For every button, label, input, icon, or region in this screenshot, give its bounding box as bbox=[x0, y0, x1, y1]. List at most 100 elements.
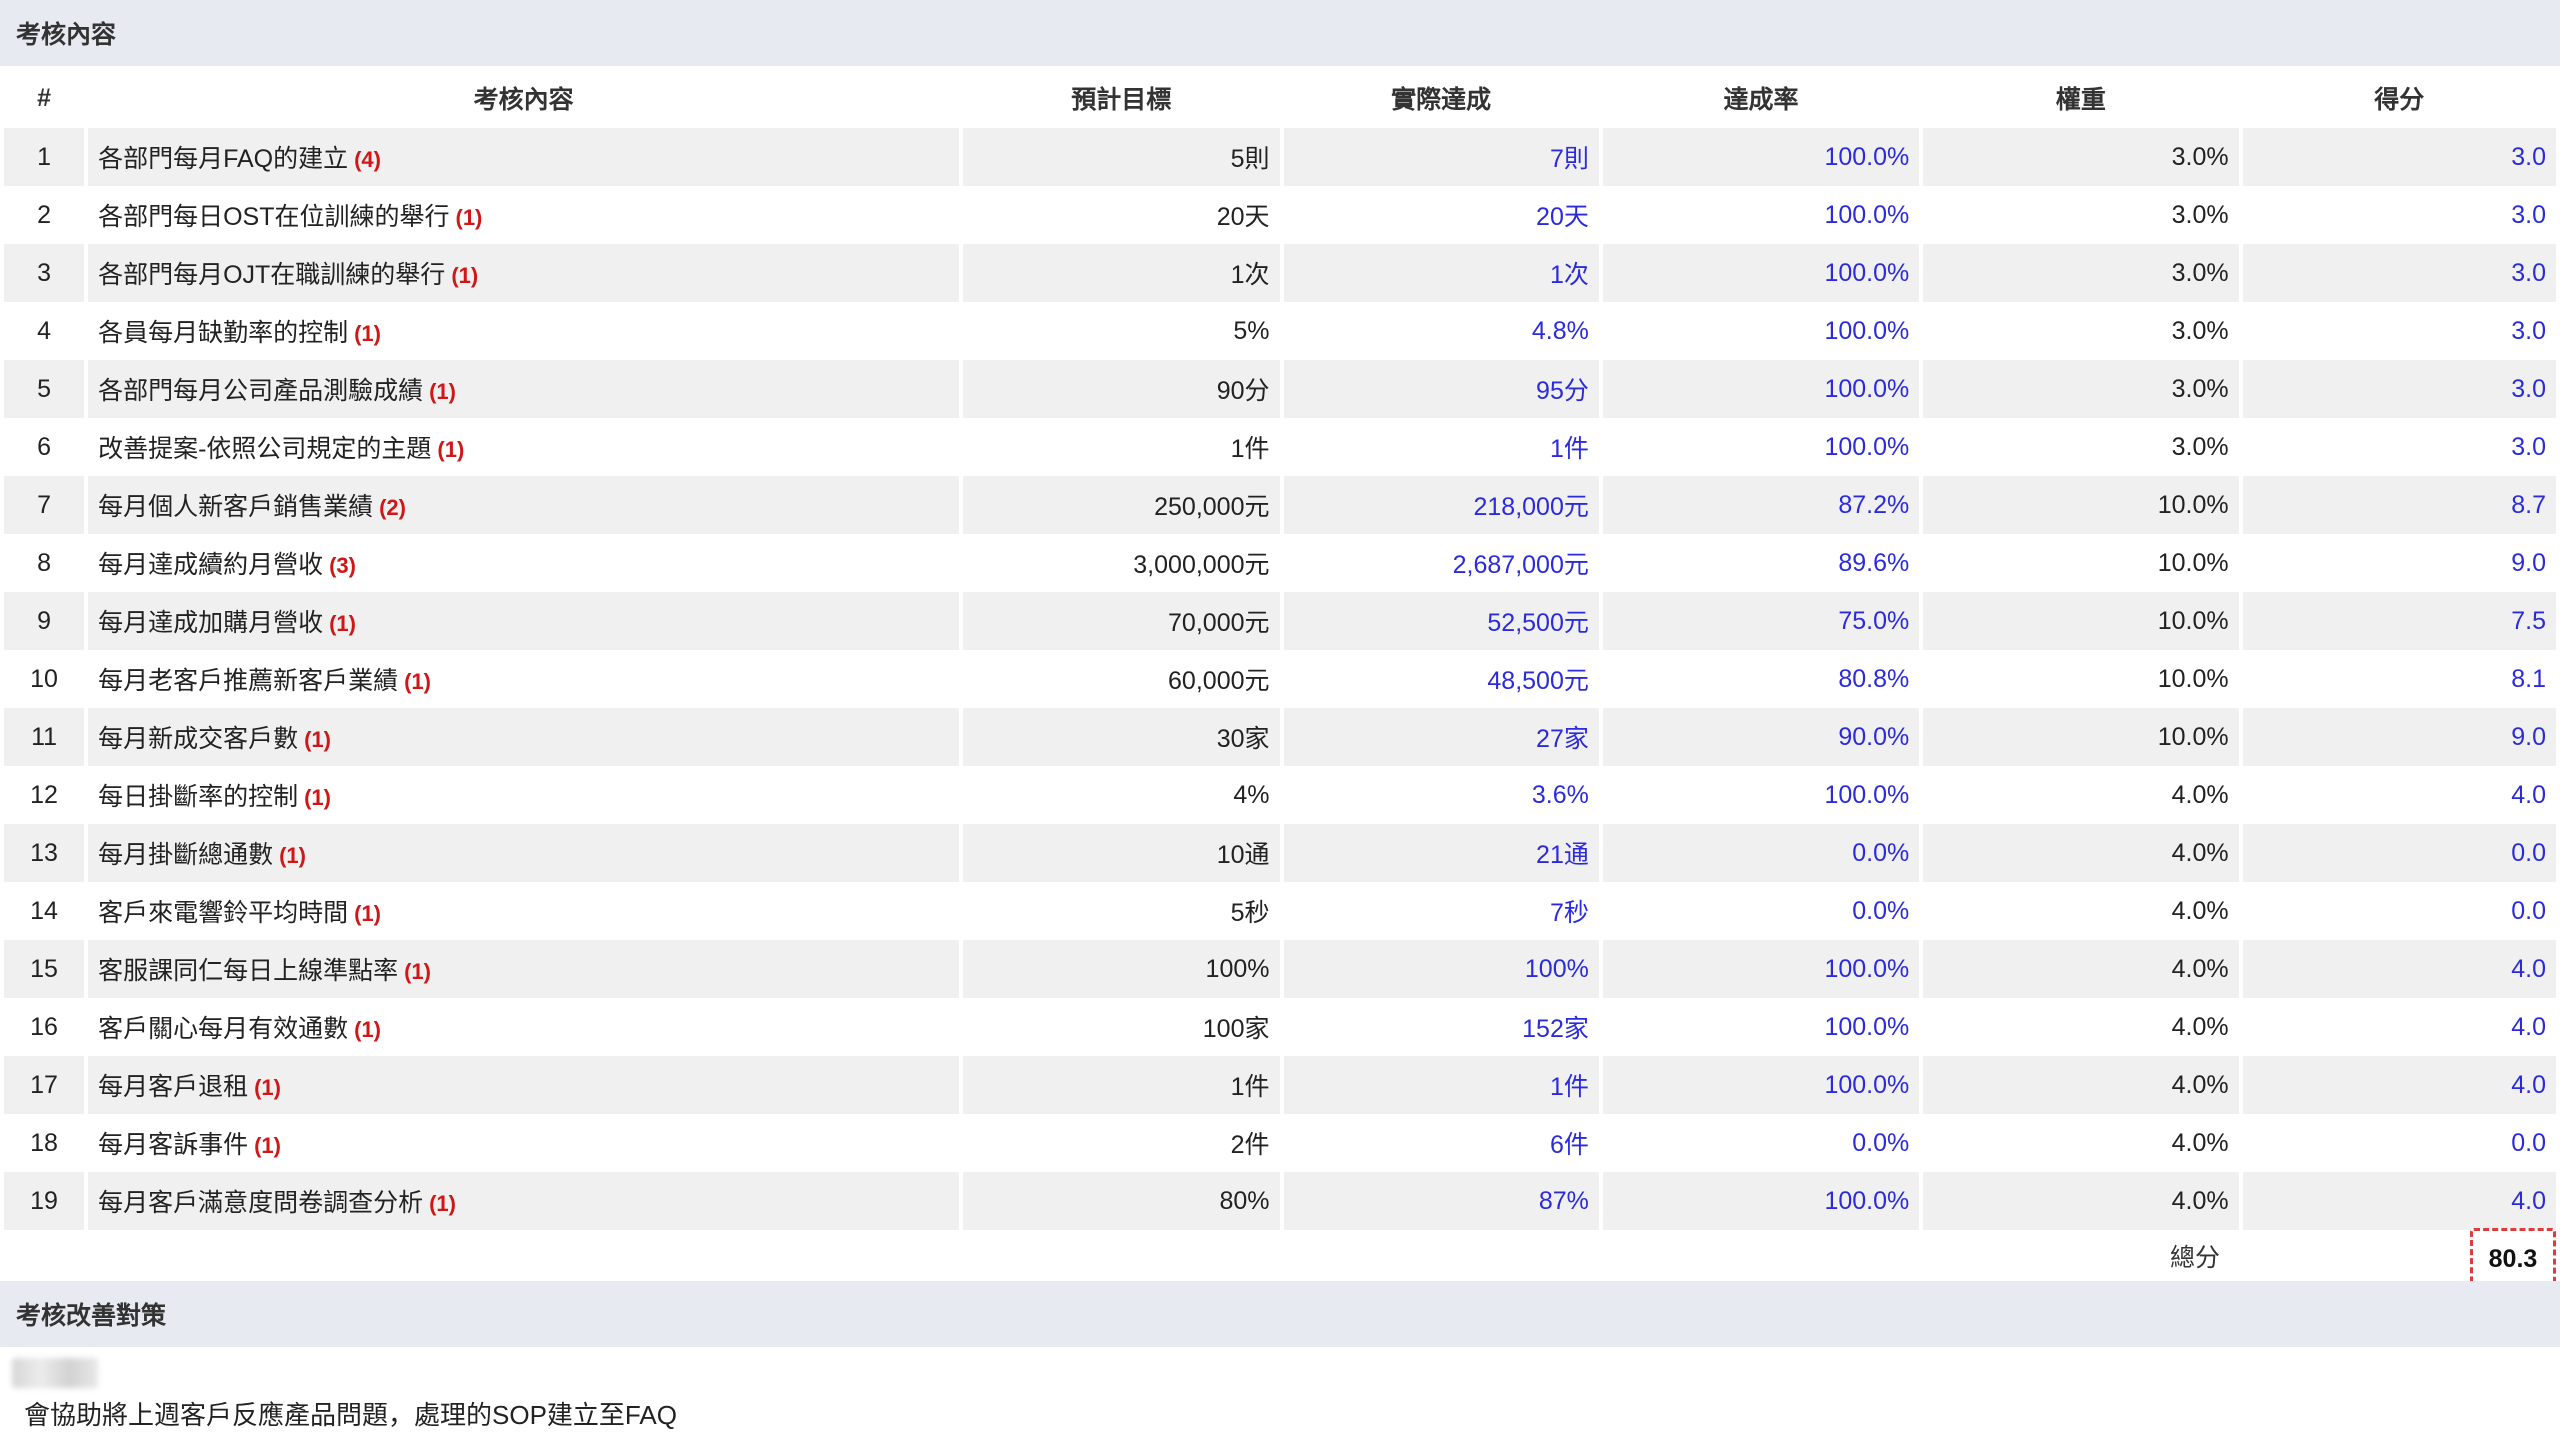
row-target: 30家 bbox=[963, 708, 1280, 766]
row-count-link[interactable]: (1) bbox=[455, 205, 483, 230]
row-rate[interactable]: 100.0% bbox=[1602, 766, 1920, 824]
row-count-link[interactable]: (3) bbox=[329, 553, 356, 578]
row-rate[interactable]: 0.0% bbox=[1602, 824, 1920, 882]
row-rate[interactable]: 100.0% bbox=[1602, 1056, 1920, 1114]
row-count-link[interactable]: (1) bbox=[354, 321, 381, 346]
row-content: 客戶來電響鈴平均時間 (1) bbox=[88, 882, 960, 940]
row-score[interactable]: 0.0 bbox=[2242, 1114, 2556, 1172]
table-row: 17 每月客戶退租 (1) 1件 1件 100.0% 4.0% 4.0 bbox=[4, 1056, 2556, 1114]
row-rate[interactable]: 80.8% bbox=[1602, 650, 1920, 708]
row-actual[interactable]: 4.8% bbox=[1283, 302, 1599, 360]
table-row: 13 每月掛斷總通數 (1) 10通 21通 0.0% 4.0% 0.0 bbox=[4, 824, 2556, 882]
row-rate[interactable]: 100.0% bbox=[1602, 360, 1920, 418]
row-actual[interactable]: 218,000元 bbox=[1283, 476, 1599, 534]
row-content: 每月客戶滿意度問卷調查分析 (1) bbox=[88, 1172, 960, 1230]
row-score[interactable]: 8.7 bbox=[2242, 476, 2556, 534]
row-count-link[interactable]: (1) bbox=[354, 1017, 381, 1042]
table-row: 11 每月新成交客戶數 (1) 30家 27家 90.0% 10.0% 9.0 bbox=[4, 708, 2556, 766]
row-count-link[interactable]: (2) bbox=[379, 495, 406, 520]
row-index: 18 bbox=[4, 1114, 85, 1172]
row-score[interactable]: 3.0 bbox=[2242, 186, 2556, 244]
row-score[interactable]: 4.0 bbox=[2242, 1172, 2556, 1230]
row-content: 每月客戶退租 (1) bbox=[88, 1056, 960, 1114]
row-count-link[interactable]: (1) bbox=[304, 727, 331, 752]
row-count-link[interactable]: (1) bbox=[304, 785, 331, 810]
row-rate[interactable]: 100.0% bbox=[1602, 128, 1920, 186]
row-actual[interactable]: 1件 bbox=[1283, 418, 1599, 476]
row-weight: 4.0% bbox=[1923, 766, 2239, 824]
row-count-link[interactable]: (1) bbox=[329, 611, 356, 636]
row-count-link[interactable]: (1) bbox=[429, 1191, 456, 1216]
row-weight: 3.0% bbox=[1923, 186, 2239, 244]
row-score[interactable]: 4.0 bbox=[2242, 1056, 2556, 1114]
row-count-link[interactable]: (1) bbox=[279, 843, 306, 868]
row-count-link[interactable]: (1) bbox=[437, 437, 465, 462]
row-rate[interactable]: 87.2% bbox=[1602, 476, 1920, 534]
row-score[interactable]: 4.0 bbox=[2242, 940, 2556, 998]
row-score[interactable]: 3.0 bbox=[2242, 418, 2556, 476]
row-actual[interactable]: 20天 bbox=[1283, 186, 1599, 244]
row-count-link[interactable]: (1) bbox=[404, 669, 431, 694]
row-score[interactable]: 0.0 bbox=[2242, 824, 2556, 882]
row-actual[interactable]: 48,500元 bbox=[1283, 650, 1599, 708]
row-actual[interactable]: 87% bbox=[1283, 1172, 1599, 1230]
row-count-link[interactable]: (4) bbox=[354, 147, 381, 172]
row-rate[interactable]: 89.6% bbox=[1602, 534, 1920, 592]
row-rate[interactable]: 75.0% bbox=[1602, 592, 1920, 650]
row-count-link[interactable]: (1) bbox=[451, 263, 479, 288]
row-score[interactable]: 4.0 bbox=[2242, 998, 2556, 1056]
row-actual[interactable]: 1件 bbox=[1283, 1056, 1599, 1114]
row-weight: 10.0% bbox=[1923, 476, 2239, 534]
row-score[interactable]: 3.0 bbox=[2242, 360, 2556, 418]
row-actual[interactable]: 52,500元 bbox=[1283, 592, 1599, 650]
row-score[interactable]: 8.1 bbox=[2242, 650, 2556, 708]
row-rate[interactable]: 100.0% bbox=[1602, 302, 1920, 360]
row-actual[interactable]: 7秒 bbox=[1283, 882, 1599, 940]
row-target: 100家 bbox=[963, 998, 1280, 1056]
row-rate[interactable]: 100.0% bbox=[1602, 186, 1920, 244]
row-actual[interactable]: 100% bbox=[1283, 940, 1599, 998]
row-score[interactable]: 7.5 bbox=[2242, 592, 2556, 650]
row-rate[interactable]: 90.0% bbox=[1602, 708, 1920, 766]
row-index: 6 bbox=[4, 418, 85, 476]
row-score[interactable]: 3.0 bbox=[2242, 128, 2556, 186]
row-actual[interactable]: 7則 bbox=[1283, 128, 1599, 186]
row-content-text: 各部門每月FAQ的建立 bbox=[98, 145, 349, 173]
row-rate[interactable]: 100.0% bbox=[1602, 418, 1920, 476]
row-rate[interactable]: 0.0% bbox=[1602, 882, 1920, 940]
row-actual[interactable]: 152家 bbox=[1283, 998, 1599, 1056]
row-content: 每月達成加購月營收 (1) bbox=[88, 592, 960, 650]
row-index: 12 bbox=[4, 766, 85, 824]
row-actual[interactable]: 2,687,000元 bbox=[1283, 534, 1599, 592]
row-count-link[interactable]: (1) bbox=[404, 959, 431, 984]
row-weight: 4.0% bbox=[1923, 940, 2239, 998]
row-score[interactable]: 3.0 bbox=[2242, 302, 2556, 360]
table-row: 4 各員每月缺勤率的控制 (1) 5% 4.8% 100.0% 3.0% 3.0 bbox=[4, 302, 2556, 360]
row-score[interactable]: 9.0 bbox=[2242, 708, 2556, 766]
row-count-link[interactable]: (1) bbox=[354, 901, 381, 926]
row-rate[interactable]: 100.0% bbox=[1602, 1172, 1920, 1230]
row-count-link[interactable]: (1) bbox=[254, 1075, 281, 1100]
row-actual[interactable]: 1次 bbox=[1283, 244, 1599, 302]
row-actual[interactable]: 95分 bbox=[1283, 360, 1599, 418]
row-rate[interactable]: 100.0% bbox=[1602, 244, 1920, 302]
row-weight: 4.0% bbox=[1923, 1056, 2239, 1114]
row-score[interactable]: 3.0 bbox=[2242, 244, 2556, 302]
row-score[interactable]: 9.0 bbox=[2242, 534, 2556, 592]
row-rate[interactable]: 100.0% bbox=[1602, 940, 1920, 998]
row-target: 60,000元 bbox=[963, 650, 1280, 708]
row-count-link[interactable]: (1) bbox=[429, 379, 456, 404]
row-actual[interactable]: 21通 bbox=[1283, 824, 1599, 882]
row-actual[interactable]: 27家 bbox=[1283, 708, 1599, 766]
row-rate[interactable]: 100.0% bbox=[1602, 998, 1920, 1056]
row-score[interactable]: 0.0 bbox=[2242, 882, 2556, 940]
row-rate[interactable]: 0.0% bbox=[1602, 1114, 1920, 1172]
row-actual[interactable]: 6件 bbox=[1283, 1114, 1599, 1172]
col-header-target: 預計目標 bbox=[1071, 86, 1172, 114]
table-row: 6 改善提案-依照公司規定的主題 (1) 1件 1件 100.0% 3.0% 3.0 bbox=[4, 418, 2556, 476]
section-header-improvement: 考核改善對策 bbox=[0, 1281, 2560, 1347]
blurred-author-name bbox=[12, 1358, 98, 1388]
row-actual[interactable]: 3.6% bbox=[1283, 766, 1599, 824]
row-count-link[interactable]: (1) bbox=[254, 1133, 281, 1158]
row-score[interactable]: 4.0 bbox=[2242, 766, 2556, 824]
